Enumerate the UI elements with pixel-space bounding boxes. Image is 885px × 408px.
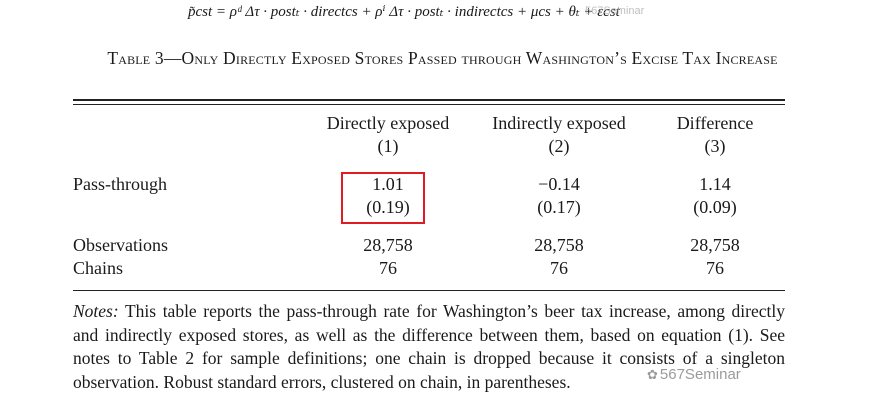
- column-number: (2): [548, 136, 570, 156]
- std-error-cell: (0.09): [693, 197, 737, 217]
- bottom-rule: [73, 290, 785, 291]
- column-number: (1): [377, 136, 399, 156]
- estimate-cell: −0.14: [538, 174, 580, 194]
- row-label: Chains: [73, 258, 124, 278]
- table-row: Chains 76 76 76: [73, 257, 785, 280]
- wechat-icon: ✿: [647, 367, 658, 382]
- top-rule-secondary: [73, 104, 785, 105]
- notes-text: This table reports the pass-through rate…: [73, 301, 785, 392]
- table-caption: Table 3—Only Directly Exposed Stores Pas…: [107, 48, 778, 68]
- column-number: (3): [704, 136, 726, 156]
- estimate-cell: 1.14: [699, 174, 731, 194]
- regression-equation: p̃cst = ρᵈ Δτ · postₜ · directcs + ρⁱ Δτ…: [188, 4, 620, 20]
- row-label: Pass-through: [73, 174, 167, 194]
- table-notes: Notes: This table reports the pass-throu…: [73, 300, 785, 394]
- equation-watermark: 567Seminar: [585, 5, 645, 17]
- notes-label: Notes:: [73, 301, 119, 321]
- value-cell: 28,758: [690, 235, 740, 255]
- value-cell: 28,758: [534, 235, 584, 255]
- row-label: Observations: [73, 235, 168, 255]
- table-row: Pass-through 1.01 −0.14 1.14: [73, 173, 785, 196]
- table-row: (0.19) (0.17) (0.09): [73, 196, 785, 219]
- watermark-text: 567Seminar: [659, 366, 741, 383]
- results-table: Directly exposed Indirectly exposed Diff…: [73, 112, 785, 280]
- estimate-cell: 1.01: [372, 174, 404, 194]
- table-row: Observations 28,758 28,758 28,758: [73, 234, 785, 257]
- highlight-box: [341, 172, 425, 224]
- watermark: ✿ 567Seminar: [647, 366, 741, 383]
- column-number-row: (1) (2) (3): [73, 135, 785, 158]
- std-error-cell: (0.17): [537, 197, 581, 217]
- column-header: Directly exposed: [326, 113, 450, 133]
- std-error-cell: (0.19): [366, 197, 410, 217]
- value-cell: 76: [706, 258, 724, 278]
- column-header: Difference: [676, 113, 754, 133]
- value-cell: 76: [550, 258, 568, 278]
- value-cell: 76: [379, 258, 397, 278]
- top-rule: [73, 99, 785, 101]
- header-row: Directly exposed Indirectly exposed Diff…: [73, 112, 785, 135]
- column-header: Indirectly exposed: [492, 113, 626, 133]
- value-cell: 28,758: [363, 235, 413, 255]
